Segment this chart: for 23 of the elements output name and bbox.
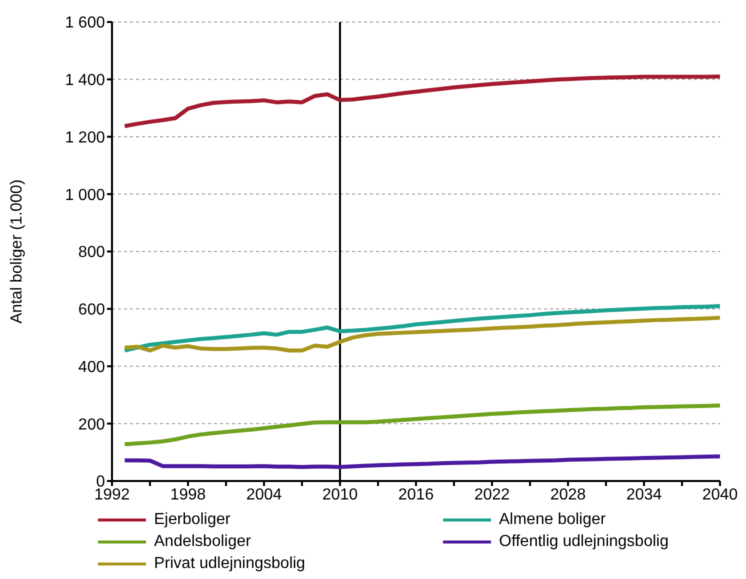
y-axis-title: Antal boliger (1.000) [8,179,26,324]
x-tick-label: 2016 [398,486,434,504]
x-tick-label: 2010 [322,486,358,504]
legend-label: Privat udlejningsbolig [154,555,306,573]
x-tick-label: 1998 [170,486,206,504]
legend-label: Andelsboliger [154,533,251,551]
x-tick-label: 2040 [702,486,738,504]
x-tick-label: 2028 [550,486,586,504]
x-tick-label: 1992 [94,486,130,504]
legend-label: Ejerboliger [154,511,230,529]
x-tick-label: 2022 [474,486,510,504]
y-tick-label: 600 [78,302,106,319]
y-tick-label: 400 [78,358,106,376]
y-tick-label: 1 400 [64,72,106,90]
x-tick-label: 2004 [246,486,282,504]
legend-label: Almene boliger [499,511,606,529]
y-tick-label: 1 200 [64,129,106,146]
y-tick-label: 200 [78,416,106,434]
y-tick-label: 800 [78,244,106,262]
y-tick-label: 1 000 [64,186,106,204]
y-tick-label: 1 600 [64,14,106,32]
x-tick-label: 2034 [626,486,662,504]
legend-label: Offentlig udlejningsbolig [499,533,669,551]
